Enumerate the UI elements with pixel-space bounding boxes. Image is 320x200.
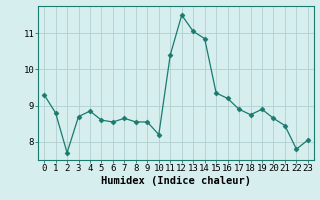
X-axis label: Humidex (Indice chaleur): Humidex (Indice chaleur) [101,176,251,186]
